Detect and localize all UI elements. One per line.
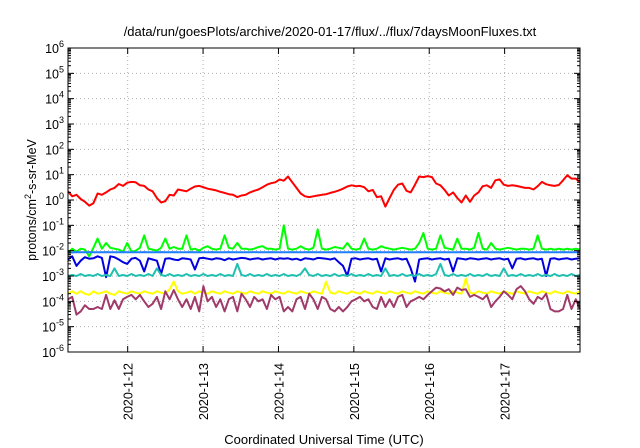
y-tick-label: 10-3 xyxy=(42,267,64,284)
x-axis-label: Coordinated Universal Time (UTC) xyxy=(224,432,423,447)
y-tick-label: 102 xyxy=(45,140,64,157)
y-tick-label: 100 xyxy=(45,191,64,208)
x-tick-label: 2020-1-17 xyxy=(499,363,513,420)
series-line-5 xyxy=(67,262,581,277)
series-line-7 xyxy=(67,285,581,316)
y-tick-label: 103 xyxy=(45,115,64,132)
grid xyxy=(68,48,580,352)
x-tick-label: 2020-1-12 xyxy=(122,363,136,420)
y-axis-label: protons/cm2-s-sr-MeV xyxy=(23,138,39,260)
y-axis-label-sup: 2 xyxy=(23,194,33,199)
y-tick-label: 105 xyxy=(45,64,64,81)
series-line-4 xyxy=(67,255,581,283)
y-tick-label: 10-2 xyxy=(42,242,64,259)
x-tick-label: 2020-1-13 xyxy=(197,363,211,420)
y-tick-label: 106 xyxy=(45,39,64,56)
y-tick-label: 10-1 xyxy=(42,216,64,233)
y-tick-label: 104 xyxy=(45,90,64,107)
y-axis: 10-6 10-5 10-4 10-3 10-2 10-1 100 101 102 103 104 1… xyxy=(42,39,580,360)
y-axis-label-rest: -s-sr-MeV xyxy=(25,138,39,194)
y-tick-label: 10-5 xyxy=(42,318,64,335)
y-tick-label: 101 xyxy=(45,166,64,183)
y-tick-label: 10-6 xyxy=(42,343,64,360)
series-group xyxy=(67,174,581,316)
chart-title: /data/run/goesPlots/archive/2020-01-17/f… xyxy=(124,24,537,39)
x-axis: 2020-1-12 2020-1-13 2020-1-14 2020-1-15 2020… xyxy=(122,48,513,420)
x-tick-label: 2020-1-14 xyxy=(272,363,286,420)
x-tick-label: 2020-1-15 xyxy=(348,363,362,420)
y-tick-label: 10-4 xyxy=(42,292,64,309)
x-tick-label: 2020-1-16 xyxy=(423,363,437,420)
series-line-2 xyxy=(67,224,581,258)
y-axis-label-base: protons/cm xyxy=(25,199,39,261)
series-line-6 xyxy=(67,277,581,296)
series-line-1 xyxy=(67,174,581,208)
